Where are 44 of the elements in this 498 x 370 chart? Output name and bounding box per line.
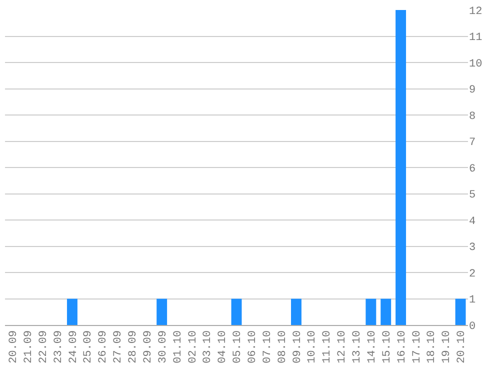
x-tick-label: 03.10 (202, 330, 214, 364)
x-tick-label: 10.10 (306, 330, 319, 364)
x-tick-label: 06.10 (247, 330, 260, 364)
y-tick-label: 3 (469, 242, 476, 254)
x-tick-label: 01.10 (172, 330, 184, 364)
y-tick-label: 4 (469, 216, 476, 228)
y-tick-label: 12 (469, 6, 482, 18)
x-tick-label: 02.10 (187, 330, 200, 364)
x-tick-label: 08.10 (276, 330, 289, 364)
y-tick-label: 8 (469, 110, 476, 123)
x-tick-label: 18.10 (426, 330, 438, 364)
x-tick-label: 27.09 (112, 330, 125, 364)
x-tick-label: 13.10 (352, 330, 364, 364)
x-tick-label: 17.10 (411, 330, 424, 364)
x-tick-label: 24.09 (68, 330, 80, 364)
x-tick-label: 20.10 (456, 330, 468, 364)
x-tick-label: 23.09 (52, 330, 65, 364)
y-tick-label: 5 (469, 190, 476, 202)
x-tick-label: 04.10 (217, 330, 230, 364)
x-tick-label: 21.09 (22, 330, 35, 364)
x-tick-label: 25.09 (82, 330, 95, 364)
y-tick-label: 2 (469, 268, 476, 280)
y-tick-label: 9 (469, 84, 476, 97)
x-tick-label: 19.10 (441, 330, 454, 364)
x-tick-label: 15.10 (381, 330, 394, 364)
x-tick-label: 16.10 (396, 330, 408, 364)
y-tick-label: 1 (469, 294, 476, 307)
x-tick-label: 14.10 (366, 330, 378, 364)
x-tick-label: 26.09 (98, 330, 110, 364)
x-tick-label: 20.09 (8, 330, 20, 364)
y-tick-label: 6 (469, 163, 476, 176)
y-tick-label: 0 (469, 320, 476, 333)
x-tick-label: 11.10 (322, 330, 334, 364)
y-tick-label: 10 (469, 58, 482, 70)
x-tick-label: 05.10 (232, 330, 244, 364)
x-tick-label: 22.09 (38, 330, 50, 364)
x-tick-label: 28.09 (128, 330, 140, 364)
x-tick-label: 07.10 (262, 330, 274, 364)
x-tick-label: 12.10 (336, 330, 349, 364)
y-tick-label: 7 (469, 137, 476, 150)
x-tick-label: 29.09 (142, 330, 154, 364)
x-tick-label: 09.10 (292, 330, 304, 364)
x-tick-label: 30.09 (157, 330, 170, 364)
y-tick-label: 11 (469, 32, 483, 44)
